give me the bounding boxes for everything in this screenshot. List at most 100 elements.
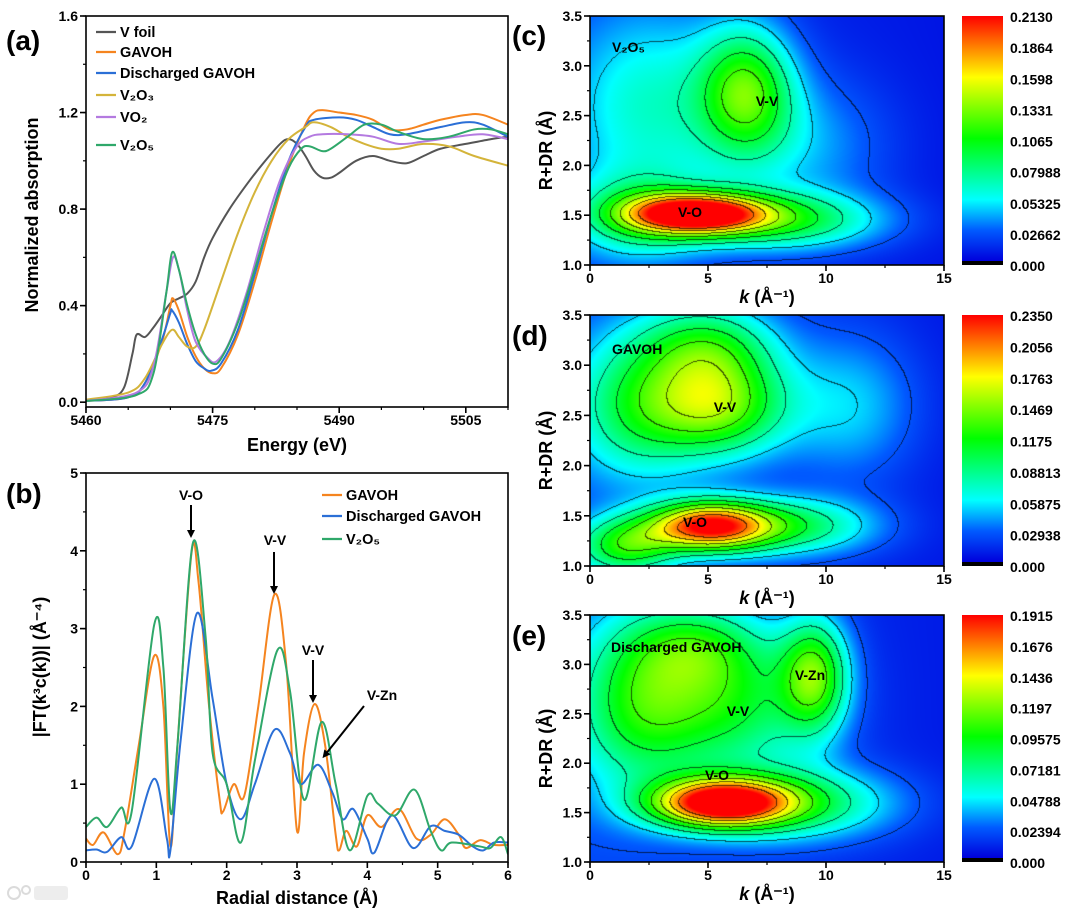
panel-e-x-tick-label: 10 (818, 867, 834, 883)
panel-b-x-tick-label: 2 (223, 867, 231, 883)
panel-a-x-tick-label: 5475 (197, 412, 228, 428)
panel-c-y-tick-label: 3.0 (563, 58, 583, 74)
panel-a-series-vo- (86, 132, 508, 402)
panel-d-colorbar-label: 0.1763 (1010, 371, 1053, 387)
panel-c-x-tick-label: 10 (818, 270, 834, 286)
panel-d-y-tick-label: 2.5 (563, 407, 583, 423)
legend-a-item-label: V₂O₃ (120, 88, 154, 104)
panel-d-y-tick-label: 2.0 (563, 458, 583, 474)
panel-e-xlabel: k (Å⁻¹) (739, 884, 795, 904)
panel-d-y-tick-label: 3.5 (563, 307, 583, 323)
panel-d-x-tick-label: 0 (586, 571, 594, 587)
panel-e-ylabel: R+DR (Å) (536, 709, 556, 789)
panel-b-x-tick-label: 4 (363, 867, 371, 883)
panel-c-colorbar-zero (962, 261, 1003, 265)
panel-c-y-tick-label: 2.0 (563, 157, 583, 173)
panel-label-a: (a) (6, 25, 40, 56)
panel-c-x-tick-label: 0 (586, 270, 594, 286)
e-annotation-v-zn: V-Zn (795, 667, 825, 683)
panel-c-colorbar-label: 0.1864 (1010, 40, 1053, 56)
e-sample-label: Discharged GAVOH (611, 639, 741, 655)
panel-e-x-tick-label: 15 (936, 867, 952, 883)
legend-a-item-label: GAVOH (120, 45, 172, 61)
panel-c-colorbar (962, 16, 1003, 261)
panel-d-colorbar-label: 0.1469 (1010, 402, 1053, 418)
panel-b-y-tick-label: 3 (70, 621, 78, 637)
panel-d-y-tick-label: 1.0 (563, 558, 583, 574)
watermark-logo (7, 885, 68, 900)
c-annotation-v-v: V-V (756, 93, 779, 109)
panel-c-colorbar-label: 0.05325 (1010, 196, 1061, 212)
panel-d-xlabel-unit: (Å⁻¹) (749, 588, 794, 608)
a-xlabel: Energy (eV) (247, 435, 347, 455)
b-annotations: V-O V-V V-V V-Zn (179, 487, 397, 759)
panel-e-y-tick-label: 2.0 (563, 755, 583, 771)
panel-c-colorbar-label: 0.000 (1010, 258, 1045, 274)
panel-c-colorbar-label: 0.2130 (1010, 9, 1053, 25)
panel-b-x-tick-label: 1 (152, 867, 160, 883)
panel-c-y-tick-label: 2.5 (563, 108, 583, 124)
panel-d-xlabel: k (Å⁻¹) (739, 588, 795, 608)
d-annotation-v-o: V-O (683, 514, 707, 530)
panel-d-colorbar-label: 0.1175 (1010, 434, 1052, 450)
panel-b-x-tick-label: 5 (434, 867, 442, 883)
panel-a-y-tick-label: 1.2 (59, 105, 79, 121)
annotation-v-zn: V-Zn (367, 687, 397, 703)
panel-e-colorbar-label: 0.09575 (1010, 732, 1061, 748)
panel-d-colorbar-label: 0.08813 (1010, 465, 1061, 481)
panel-e-y-tick-label: 3.5 (563, 607, 583, 623)
panel-c-colorbar-label: 0.02662 (1010, 227, 1061, 243)
panel-e-y-tick-label: 1.0 (563, 854, 583, 870)
panel-d-colorbar (962, 315, 1003, 562)
panel-e-y-tick-label: 3.0 (563, 656, 583, 672)
panel-c-ylabel: R+DR (Å) (536, 111, 556, 191)
panel-d-colorbar-label: 0.2056 (1010, 339, 1053, 355)
legend-a: V foil GAVOH Discharged GAVOH V₂O₃ VO₂ V₂O₅ (96, 25, 255, 154)
panel-e-colorbar-label: 0.000 (1010, 855, 1045, 871)
panel-c-y-tick-label: 3.5 (563, 8, 583, 24)
panel-a-series-v-foil (86, 135, 508, 401)
panel-d-x-tick-label: 5 (704, 571, 712, 587)
panel-d-ylabel: R+DR (Å) (536, 411, 556, 491)
panel-e-colorbar-label: 0.1676 (1010, 639, 1053, 655)
panel-label-b: (b) (6, 478, 42, 509)
panel-b-y-tick-label: 0 (70, 854, 78, 870)
c-sample-label: V₂O₅ (612, 39, 645, 55)
c-annotation-v-o: V-O (678, 204, 702, 220)
legend-a-item-label: V foil (120, 25, 155, 41)
panel-a-x-tick-label: 5460 (70, 412, 101, 428)
legend-a-item-label: VO₂ (120, 110, 147, 126)
panel-c-xlabel-unit: (Å⁻¹) (749, 287, 794, 307)
b-ylabel: |FT(k³c(k))| (Å⁻⁴) (30, 597, 50, 737)
panel-a-y-tick-label: 0.8 (59, 201, 79, 217)
legend-b-item-label: V₂O₅ (346, 532, 380, 548)
panel-a-y-tick-label: 0.4 (59, 298, 79, 314)
panel-label-d: (d) (512, 320, 548, 351)
panel-a-x-tick-label: 5505 (450, 412, 481, 428)
panel-c-xlabel: k (Å⁻¹) (739, 287, 795, 307)
panel-c-y-tick-label: 1.0 (563, 257, 583, 273)
panel-d-y-tick-label: 3.0 (563, 357, 583, 373)
panel-b-y-tick-label: 4 (70, 543, 78, 559)
panel-e-colorbar-label: 0.1915 (1010, 608, 1053, 624)
panel-b-x-tick-label: 6 (504, 867, 512, 883)
panel-c-colorbar-label: 0.1598 (1010, 71, 1053, 87)
panel-d-colorbar-zero (962, 562, 1003, 566)
panel-c-x-tick-label: 5 (704, 270, 712, 286)
panel-e-x-tick-label: 0 (586, 867, 594, 883)
arrow-v-zn (322, 705, 365, 759)
panel-b-y-tick-label: 2 (70, 698, 78, 714)
panel-b-series-gavoh (86, 541, 508, 856)
panel-e-colorbar-label: 0.1436 (1010, 670, 1053, 686)
panel-e-x-tick-label: 5 (704, 867, 712, 883)
panel-e-y-tick-label: 1.5 (563, 805, 583, 821)
e-annotation-v-v: V-V (727, 703, 750, 719)
panel-a-x-tick-label: 5490 (324, 412, 355, 428)
heatmap-d (590, 315, 944, 566)
panel-e-colorbar-zero (962, 858, 1003, 862)
panel-c-colorbar-label: 0.1331 (1010, 102, 1053, 118)
e-annotation-v-o: V-O (705, 767, 729, 783)
panel-b-x-tick-label: 3 (293, 867, 301, 883)
d-sample-label: GAVOH (612, 341, 662, 357)
